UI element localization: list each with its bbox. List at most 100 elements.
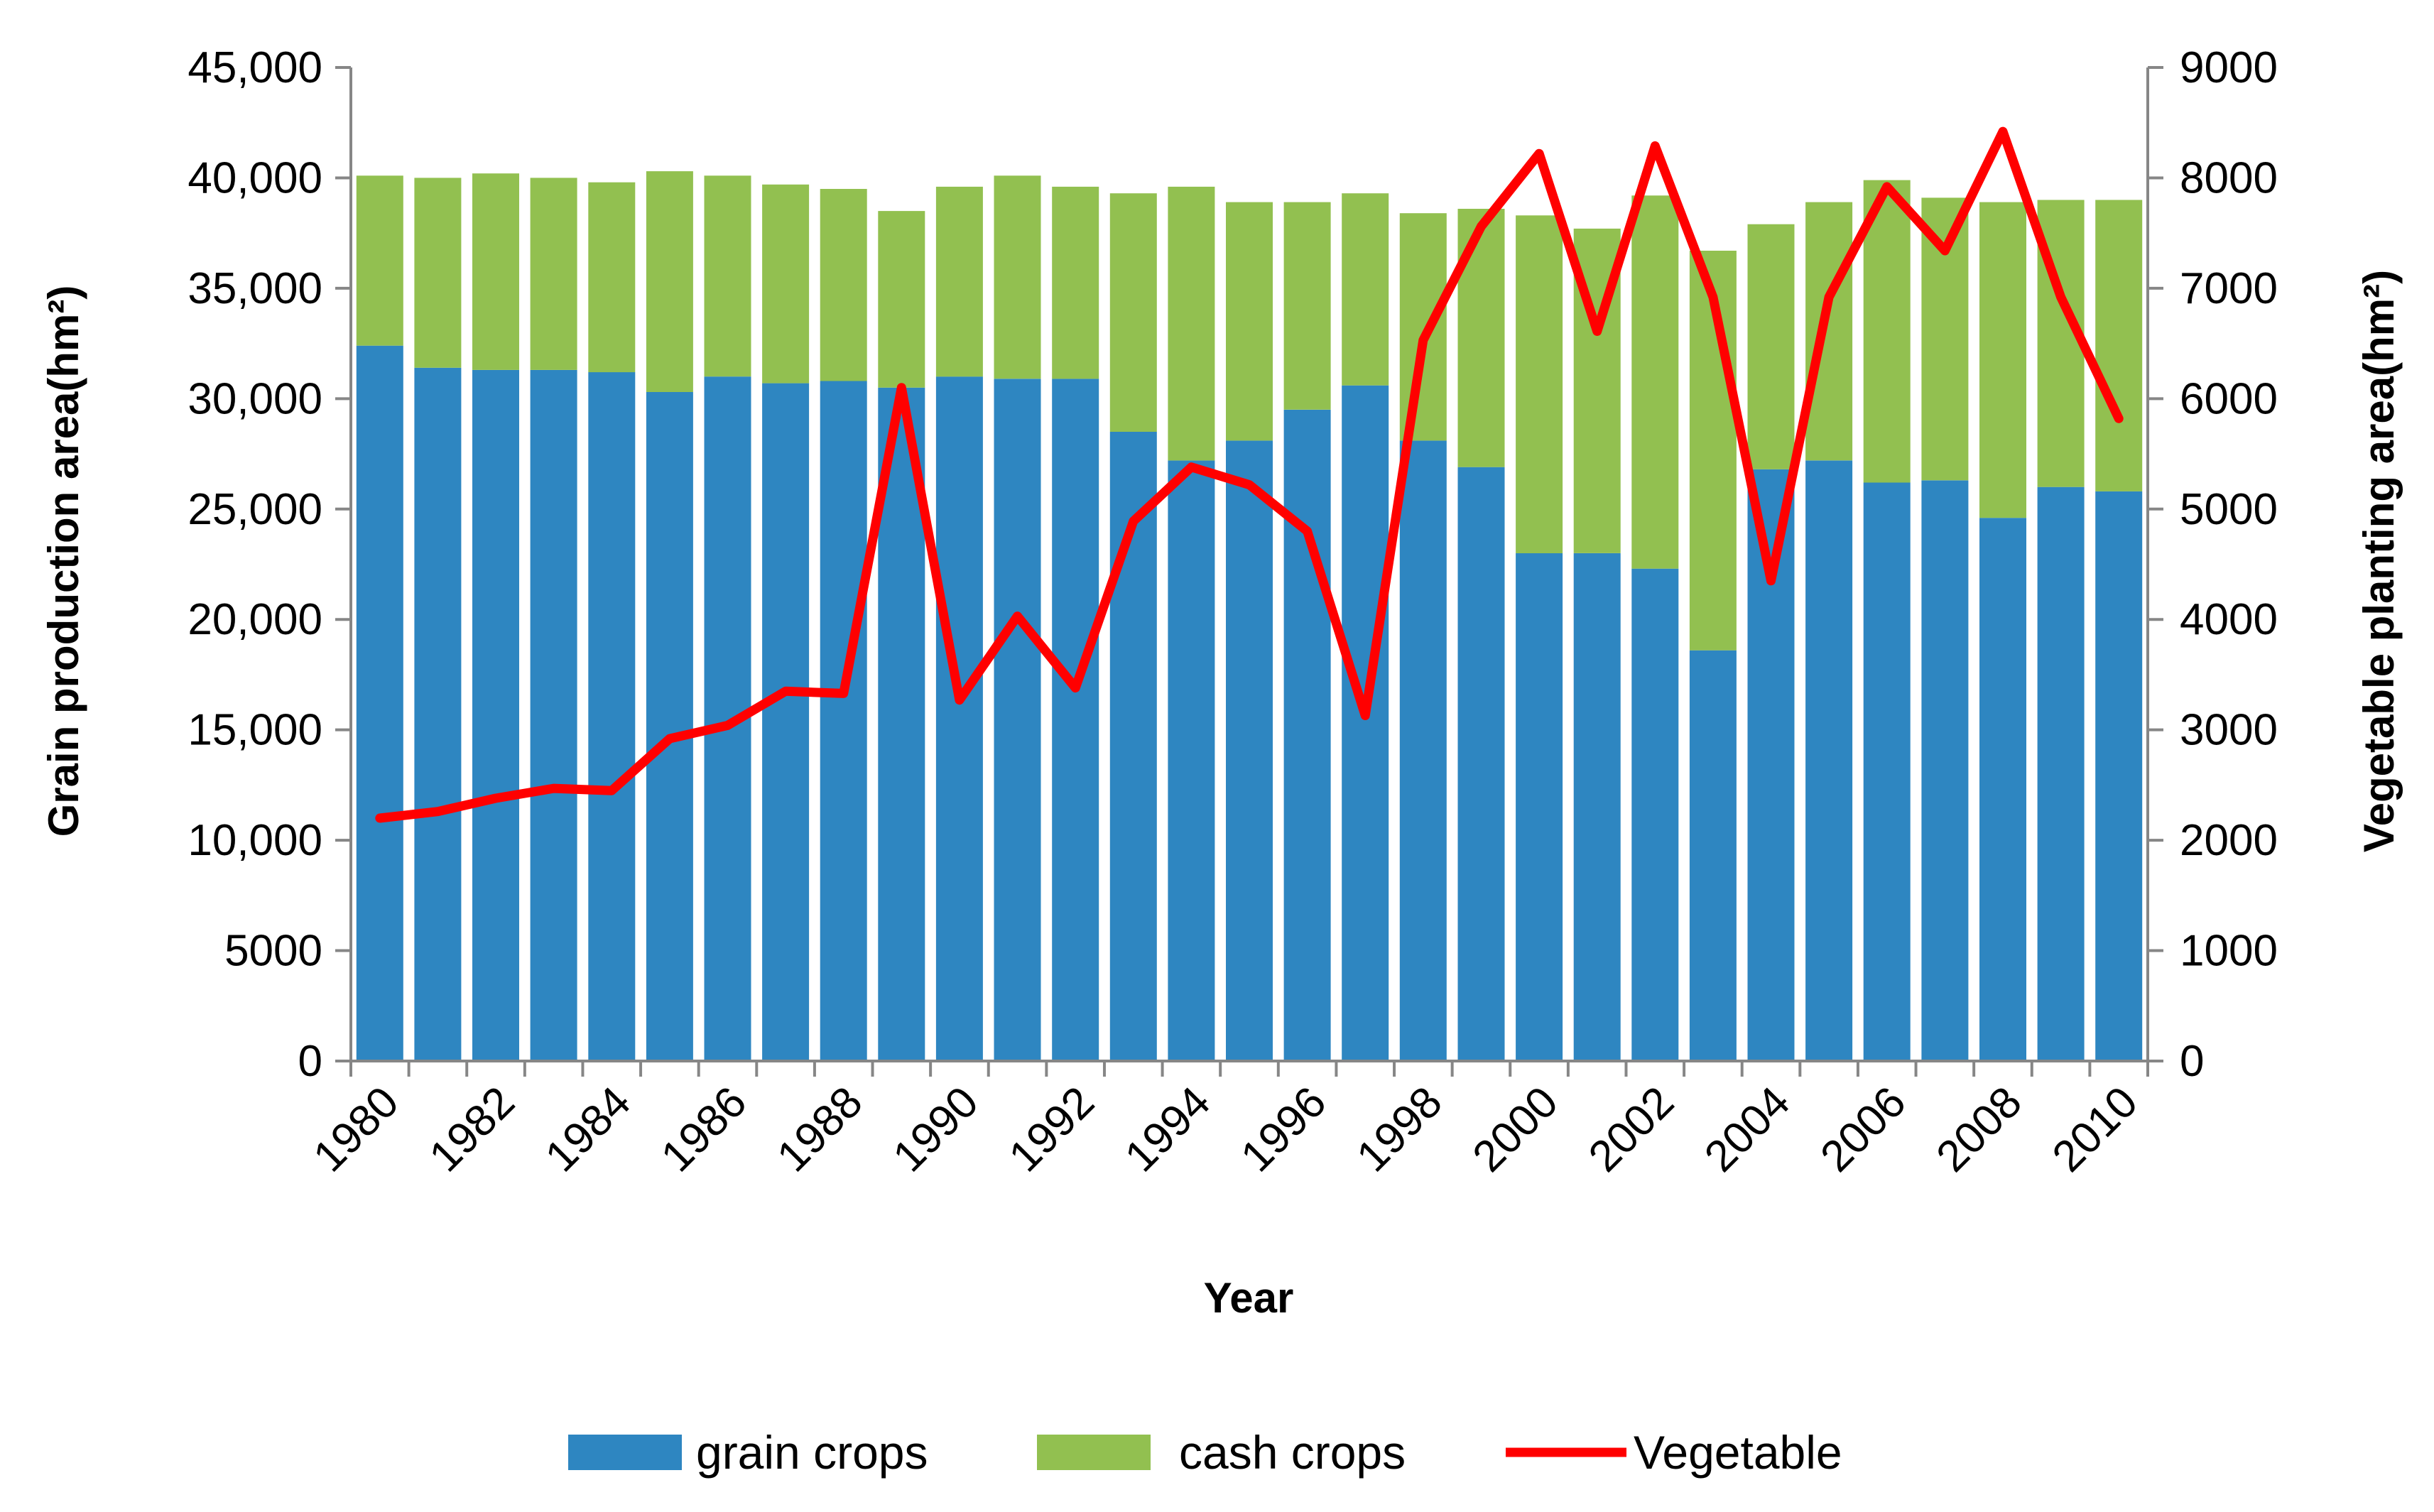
x-tick-label-2004: 2004 [1695,1077,1799,1181]
y2-tick-label-0: 0 [2180,1037,2204,1086]
bar-grain-crops-1993 [1109,432,1157,1061]
legend-item-cash-crops: cash crops [1037,1426,1406,1479]
point-vegetable-2006 [1886,185,1888,187]
bar-grain-crops-1995 [1226,440,1273,1061]
bar-cash-crops-2004 [1747,224,1795,469]
y2-tick-label-7000: 7000 [2180,264,2278,313]
point-vegetable-2003 [1712,296,1714,298]
bar-grain-crops-1984 [588,372,636,1061]
bar-cash-crops-1995 [1226,202,1273,441]
bar-cash-crops-1982 [472,173,519,370]
point-vegetable-1985 [668,738,670,740]
bar-cash-crops-1998 [1399,213,1447,441]
x-tick-label-2002: 2002 [1580,1077,1683,1181]
legend-label-grain-crops: grain crops [696,1426,928,1479]
point-vegetable-1987 [785,690,787,692]
bar-cash-crops-1981 [414,178,462,368]
bar-grain-crops-1992 [1052,379,1099,1061]
legend-label-cash-crops: cash crops [1179,1426,1406,1479]
x-tick-label-2000: 2000 [1464,1077,1568,1181]
bar-cash-crops-1985 [646,171,693,392]
point-vegetable-1999 [1480,225,1482,227]
y2-tick-label-9000: 9000 [2180,43,2278,92]
x-tick-label-1982: 1982 [420,1077,524,1181]
x-tick-label-2008: 2008 [1928,1077,2031,1181]
point-vegetable-1989 [901,386,903,388]
y-tick-label-5000: 5000 [224,927,322,976]
point-vegetable-1998 [1422,339,1424,341]
point-vegetable-1997 [1364,714,1367,717]
point-vegetable-2008 [2002,131,2004,133]
point-vegetable-1992 [1075,687,1077,689]
bar-cash-crops-2002 [1631,195,1679,569]
line-layer [375,126,2124,823]
bar-cash-crops-1996 [1283,202,1331,410]
x-tick-label-1992: 1992 [1000,1077,1104,1181]
point-vegetable-1984 [611,790,613,792]
x-tick-label-1988: 1988 [768,1077,871,1181]
point-vegetable-1983 [553,788,555,790]
bar-cash-crops-1986 [704,175,751,377]
point-vegetable-2002 [1654,145,1656,147]
x-tick-label-1996: 1996 [1232,1077,1335,1181]
point-vegetable-2009 [2060,296,2062,298]
bar-grain-crops-1985 [646,392,693,1061]
point-vegetable-1995 [1249,484,1250,486]
bar-cash-crops-1993 [1109,193,1157,432]
point-vegetable-2007 [1944,250,1946,251]
bar-grain-crops-2000 [1516,553,1563,1061]
y2-tick-label-2000: 2000 [2180,816,2278,865]
y2-tick-label-6000: 6000 [2180,374,2278,423]
bar-cash-crops-1990 [935,186,983,377]
bar-cash-crops-2010 [2095,200,2143,491]
y-tick-label-25-000: 25,000 [188,485,322,534]
bar-cash-crops-1983 [530,178,577,370]
y-tick-label-20-000: 20,000 [188,595,322,644]
bar-grain-crops-1999 [1457,467,1505,1061]
bar-grain-crops-2007 [1921,480,1969,1061]
y-tick-label-35-000: 35,000 [188,264,322,313]
bar-grain-crops-1994 [1168,460,1215,1061]
bar-grain-crops-1981 [414,367,462,1061]
bar-cash-crops-1988 [820,189,867,381]
bar-grain-crops-1996 [1283,409,1331,1061]
bar-grain-crops-2001 [1573,553,1621,1061]
x-tick-label-1998: 1998 [1347,1077,1451,1181]
bar-grain-crops-1988 [820,381,867,1061]
point-vegetable-1988 [842,692,844,695]
point-vegetable-1986 [727,724,729,727]
y-tick-label-10-000: 10,000 [188,816,322,865]
legend-item-vegetable: Vegetable [1506,1426,1842,1479]
bar-grain-crops-2003 [1689,650,1737,1061]
bar-grain-crops-2006 [1863,482,1911,1061]
bar-cash-crops-1987 [762,184,810,384]
x-tick-label-1984: 1984 [536,1077,640,1181]
bar-cash-crops-2008 [1979,202,2026,518]
y-tick-label-30-000: 30,000 [188,374,322,423]
bar-cash-crops-2007 [1921,197,1969,481]
point-vegetable-1982 [495,798,496,799]
y2-tick-label-4000: 4000 [2180,595,2278,644]
bar-grain-crops-1980 [356,345,403,1061]
point-vegetable-1996 [1306,530,1308,532]
bar-grain-crops-2009 [2037,486,2085,1061]
bar-grain-crops-1991 [994,379,1041,1061]
x-tick-label-1994: 1994 [1116,1077,1219,1181]
legend: grain crops cash crops Vegetable [568,1426,1842,1479]
bar-grain-crops-1998 [1399,440,1447,1061]
point-vegetable-2004 [1770,580,1772,582]
bar-grain-crops-1982 [472,369,519,1061]
point-vegetable-2000 [1538,153,1541,155]
x-tick-label-1990: 1990 [884,1077,988,1181]
x-tick-label-1986: 1986 [652,1077,756,1181]
bar-grain-crops-1983 [530,369,577,1061]
bar-grain-crops-1989 [878,387,925,1061]
point-vegetable-2005 [1828,296,1830,298]
x-tick-label-2006: 2006 [1811,1077,1915,1181]
y-tick-label-0: 0 [298,1037,322,1086]
legend-swatch-cash-crops [1037,1435,1151,1470]
bar-cash-crops-1997 [1342,193,1389,386]
legend-item-grain-crops: grain crops [568,1426,928,1479]
y2-tick-label-8000: 8000 [2180,153,2278,202]
